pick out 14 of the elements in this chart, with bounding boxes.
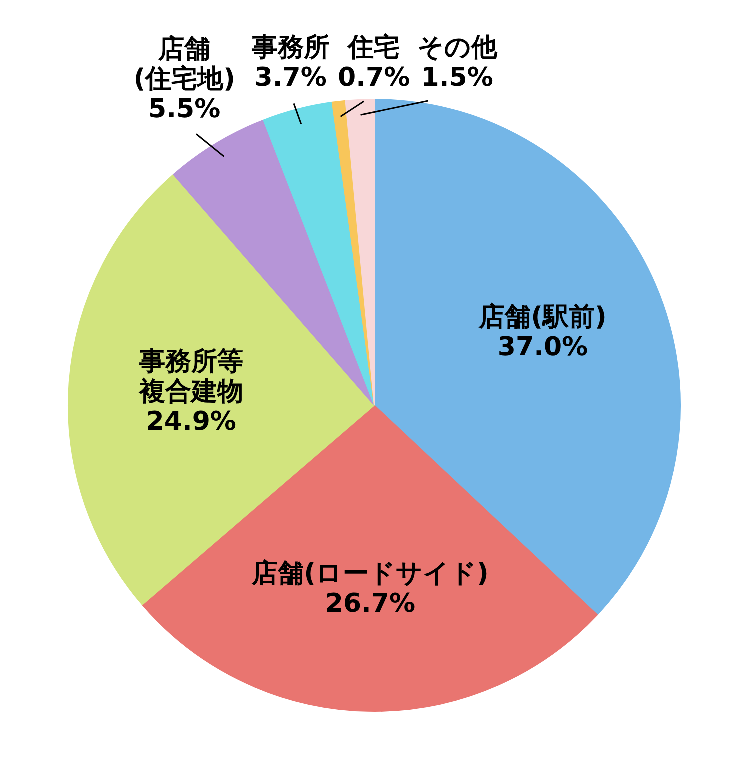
data-label: 5.5%: [148, 94, 221, 125]
slice-label: 事務所等複合建物: [138, 347, 244, 408]
slice-label: 店舗(駅前): [478, 302, 607, 333]
data-label: 1.5%: [421, 62, 494, 93]
slice-label: 住宅: [347, 32, 400, 63]
slice-label: 事務所: [250, 32, 330, 63]
data-label: 3.7%: [254, 62, 327, 93]
data-label: 0.7%: [338, 62, 410, 93]
slice-label: 店舗(ロードサイド): [251, 559, 489, 590]
data-label: 37.0%: [498, 332, 588, 363]
data-label: 24.9%: [146, 407, 236, 438]
slice-label: 店舗(住宅地): [134, 34, 236, 95]
data-label: 26.7%: [325, 589, 416, 620]
slice-label: その他: [417, 32, 498, 63]
